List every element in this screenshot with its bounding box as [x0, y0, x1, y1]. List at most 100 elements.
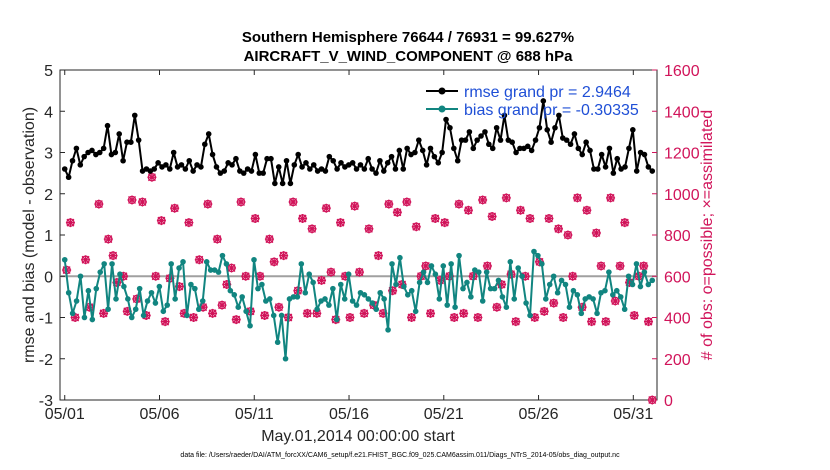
obs-count-point [103, 234, 113, 244]
obs-count-point [212, 234, 222, 244]
bias-point [432, 271, 439, 277]
bias-point [617, 294, 624, 300]
rmse-point [501, 112, 508, 119]
obs-count-point [317, 275, 327, 285]
bias-point [290, 294, 297, 300]
bias-point [132, 306, 139, 313]
obs-count-point [487, 211, 497, 221]
obs-count-point [620, 218, 630, 228]
chart-title-line2: AIRCRAFT_V_WIND_COMPONENT @ 688 hPa [244, 48, 574, 65]
rmse-point [81, 153, 87, 160]
bias-point [199, 298, 206, 304]
rmse-point [489, 145, 496, 152]
rmse-point [497, 137, 504, 143]
bias-point [531, 248, 537, 255]
rmse-point [416, 137, 422, 143]
rmse-point [466, 129, 473, 135]
rmse-series [61, 98, 656, 187]
bias-point [168, 261, 174, 267]
obs-count-point [279, 251, 289, 261]
obs-count-point [606, 193, 616, 203]
rmse-point [190, 168, 196, 174]
rmse-point [163, 162, 169, 168]
bias-point [562, 281, 569, 288]
rmse-point [299, 164, 305, 170]
rmse-point [454, 157, 461, 164]
bias-point [393, 281, 399, 288]
y2-tick-label: 1600 [664, 63, 700, 80]
legend: rmse grand pr = 2.9464 bias grand pr = -… [426, 84, 639, 119]
rmse-point [166, 166, 173, 172]
rmse-point [540, 98, 547, 104]
rmse-point [641, 151, 648, 158]
rmse-point [419, 147, 426, 154]
bias-point [184, 312, 190, 319]
bias-point [156, 283, 163, 290]
bias-point [475, 269, 482, 275]
bias-point [77, 273, 84, 280]
bias-point [121, 283, 127, 290]
rmse-point [594, 166, 601, 172]
bias-point [266, 296, 273, 302]
obs-count-point [610, 296, 620, 306]
obs-count-point [440, 218, 450, 228]
y-tick-label: 3 [44, 146, 53, 163]
bias-point [306, 271, 313, 277]
obs-count-point [236, 197, 246, 207]
rmse-point [447, 124, 453, 131]
bias-point [444, 302, 451, 308]
obs-count-point [629, 310, 639, 320]
bias-point [546, 281, 553, 288]
rmse-point [124, 139, 130, 145]
bias-point [192, 285, 198, 292]
obs-count-point [217, 300, 227, 310]
rmse-point [120, 157, 126, 164]
y2-tick-label: 800 [664, 228, 691, 245]
bias-point [97, 269, 104, 275]
obs-count-point [482, 261, 492, 271]
bias-point [188, 281, 194, 288]
obs-count-point [184, 218, 194, 228]
rmse-point [151, 166, 158, 172]
rmse-point [614, 155, 621, 162]
rmse-point [248, 168, 255, 174]
rmse-point [322, 168, 329, 174]
bias-point [105, 306, 111, 313]
rmse-point [451, 145, 457, 152]
rmse-point [602, 164, 609, 170]
bias-point [464, 279, 470, 286]
y2-axis-ticks: 0 200 400 600 800 1000 1200 1400 1600 [652, 63, 700, 410]
bias-point [345, 271, 352, 277]
bias-point [128, 314, 135, 321]
bias-point [247, 322, 253, 329]
obs-count-point [203, 199, 213, 209]
bias-point [176, 265, 182, 271]
bias-point [590, 296, 596, 302]
obs-count-point [596, 261, 606, 271]
bias-point [330, 285, 336, 292]
y-tick-label: 4 [44, 104, 53, 121]
rmse-point [439, 149, 445, 156]
rmse-point [591, 166, 597, 172]
rmse-point [380, 168, 387, 174]
rmse-point [357, 162, 364, 168]
bias-point [203, 259, 210, 265]
bias-point [136, 285, 143, 292]
obs-count-point [516, 205, 526, 215]
rmse-point [365, 155, 372, 162]
bias-point [633, 261, 640, 267]
obs-count-point [454, 199, 464, 209]
bias-point [468, 294, 474, 300]
rmse-point [61, 166, 68, 172]
bias-point [235, 304, 242, 310]
x-tick-label: 05/11 [235, 406, 274, 423]
bias-line [63, 250, 653, 360]
bias-point [89, 316, 96, 323]
x-tick-label: 05/26 [519, 406, 559, 423]
rmse-point [338, 160, 344, 166]
bias-point [412, 308, 419, 315]
y-axis-label: rmse and bias (model - observation) [21, 107, 38, 363]
bias-point [483, 269, 490, 275]
bias-point [294, 294, 301, 300]
